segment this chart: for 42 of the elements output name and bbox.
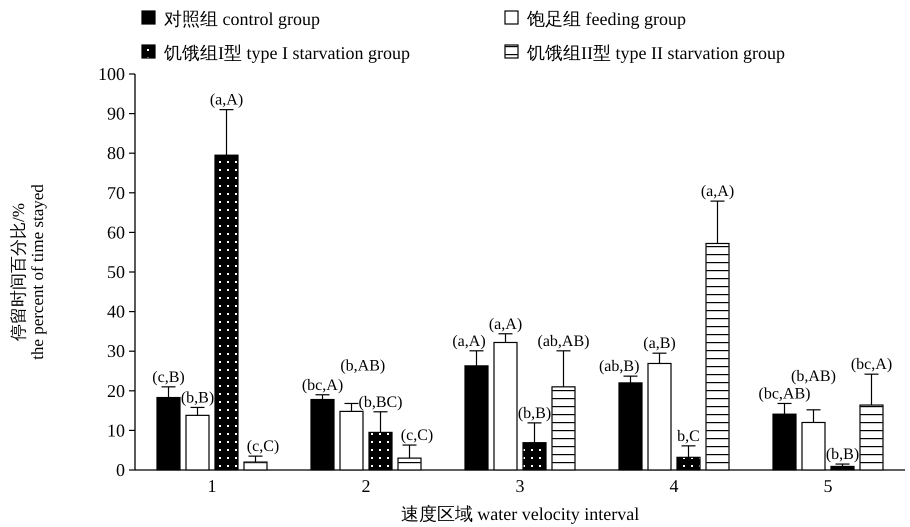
y-tick-label: 70 xyxy=(107,182,125,203)
y-tick-label: 40 xyxy=(107,302,125,322)
data-label: (bc,AB) xyxy=(758,385,810,402)
data-label: (a,A) xyxy=(700,183,734,200)
data-label: (a,A) xyxy=(452,332,486,350)
data-label: (b,B) xyxy=(180,389,214,406)
x-tick-label: 4 xyxy=(670,476,678,496)
legend-label: 对照组 control group xyxy=(164,9,320,29)
y-tick-label: 100 xyxy=(98,64,125,84)
y-tick-label: 80 xyxy=(107,143,125,164)
x-tick-label: 5 xyxy=(824,476,832,496)
legend-label: 饥饿组II型 type II starvation group xyxy=(526,43,785,63)
legend-label: 饱足组 feeding group xyxy=(526,9,686,29)
data-label: (bc,A) xyxy=(850,356,892,374)
y-tick-label: 10 xyxy=(107,420,125,440)
x-tick-label: 3 xyxy=(516,476,524,496)
y-tick-label: 30 xyxy=(107,341,125,362)
data-label: (b,B) xyxy=(826,446,860,464)
y-tick-label: 90 xyxy=(107,104,125,124)
data-label: (a,A) xyxy=(488,316,522,333)
x-tick-label: 1 xyxy=(208,476,216,496)
x-axis-title: 速度区域 water velocity interval xyxy=(400,504,640,524)
data-label: (b,AB) xyxy=(340,357,386,374)
data-label: (b,AB) xyxy=(791,368,836,385)
data-label: (b,B) xyxy=(518,404,552,422)
data-label: (bc,A) xyxy=(302,376,344,394)
data-label: (ab,AB) xyxy=(538,332,590,350)
data-label: (a,B) xyxy=(643,335,676,352)
y-tick-label: 0 xyxy=(116,460,125,480)
y-tick-label: 50 xyxy=(107,262,125,282)
legend-label: 饥饿组I型 type I starvation group xyxy=(163,43,410,63)
y-tick-label: 20 xyxy=(107,380,125,401)
data-label: (c,C) xyxy=(246,438,280,456)
data-label: (b,BC) xyxy=(358,394,402,411)
data-label: (c,C) xyxy=(400,427,434,444)
data-label: (a,A) xyxy=(210,92,244,109)
y-tick-label: 60 xyxy=(107,222,125,242)
x-tick-label: 2 xyxy=(362,476,370,496)
data-label: (ab,B) xyxy=(598,358,640,376)
data-label: b,C xyxy=(677,428,700,445)
y-axis-title: 停留时间百分比/% the percent of time stayed xyxy=(9,184,47,360)
data-label: (c,B) xyxy=(152,368,185,386)
